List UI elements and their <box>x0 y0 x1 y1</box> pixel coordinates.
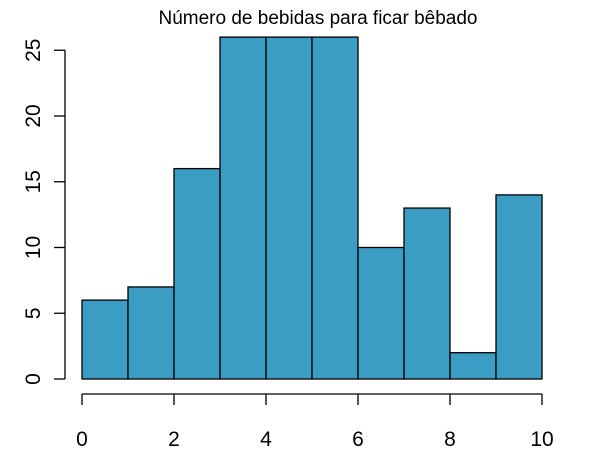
bars-group <box>81 36 543 380</box>
x-tick-label: 8 <box>444 428 456 451</box>
y-axis: 0 5 10 15 20 25 <box>22 39 66 385</box>
x-tick-label: 2 <box>168 428 180 451</box>
histogram-bar <box>173 167 221 380</box>
histogram-bar <box>265 36 313 380</box>
y-tick-label: 25 <box>22 39 45 62</box>
histogram-bar <box>357 246 405 380</box>
x-tick-label: 6 <box>352 428 364 451</box>
y-tick-label: 5 <box>22 307 45 319</box>
x-tick-label: 4 <box>260 428 272 451</box>
histogram-bar <box>219 36 267 380</box>
x-axis: 0 2 4 6 8 10 <box>76 393 554 451</box>
histogram-bar <box>495 194 543 380</box>
y-tick-label: 0 <box>22 373 45 385</box>
histogram-bar <box>127 286 175 380</box>
y-tick-label: 15 <box>22 170 45 193</box>
chart-title: Número de bebidas para ficar bêbado <box>159 8 478 29</box>
y-tick-label: 20 <box>22 104 45 127</box>
x-tick-label: 0 <box>76 428 88 451</box>
histogram-bar <box>403 207 451 380</box>
y-tick-label: 10 <box>22 236 45 259</box>
histogram-bar <box>449 352 497 380</box>
histogram-bar <box>81 299 129 380</box>
x-tick-label: 10 <box>530 428 553 451</box>
histogram-bar <box>311 36 359 380</box>
